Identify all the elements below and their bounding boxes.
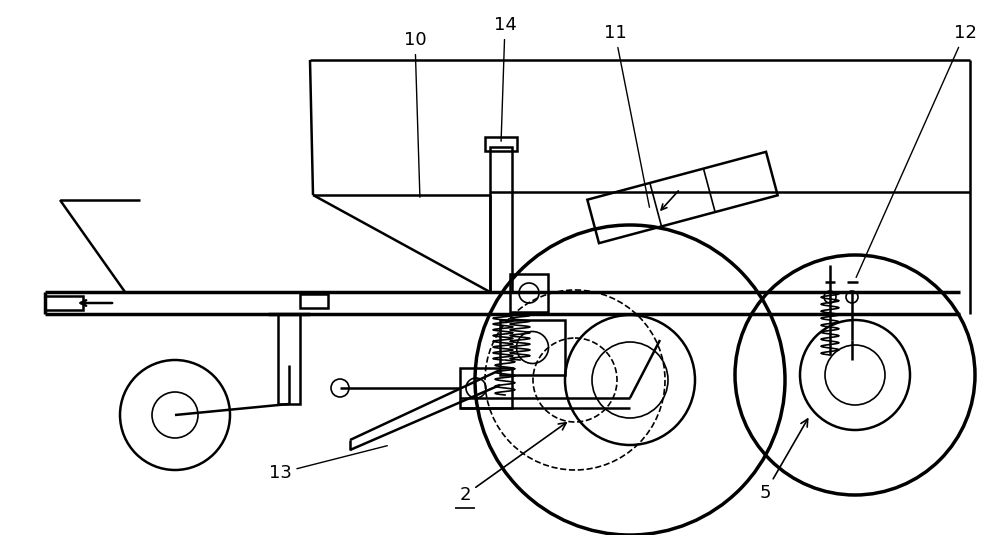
- Text: 2: 2: [459, 423, 566, 504]
- Bar: [485, 137, 517, 151]
- Text: 11: 11: [604, 24, 649, 207]
- Bar: [300, 294, 328, 308]
- Bar: [587, 152, 778, 243]
- Bar: [278, 314, 300, 404]
- Bar: [500, 320, 565, 375]
- Bar: [460, 368, 512, 408]
- Bar: [45, 296, 83, 310]
- Bar: [510, 274, 548, 312]
- Text: 12: 12: [856, 24, 976, 278]
- Text: 13: 13: [269, 446, 387, 482]
- Text: 14: 14: [494, 16, 516, 141]
- Bar: [490, 147, 512, 292]
- Text: 5: 5: [759, 419, 808, 502]
- Text: 10: 10: [404, 31, 426, 197]
